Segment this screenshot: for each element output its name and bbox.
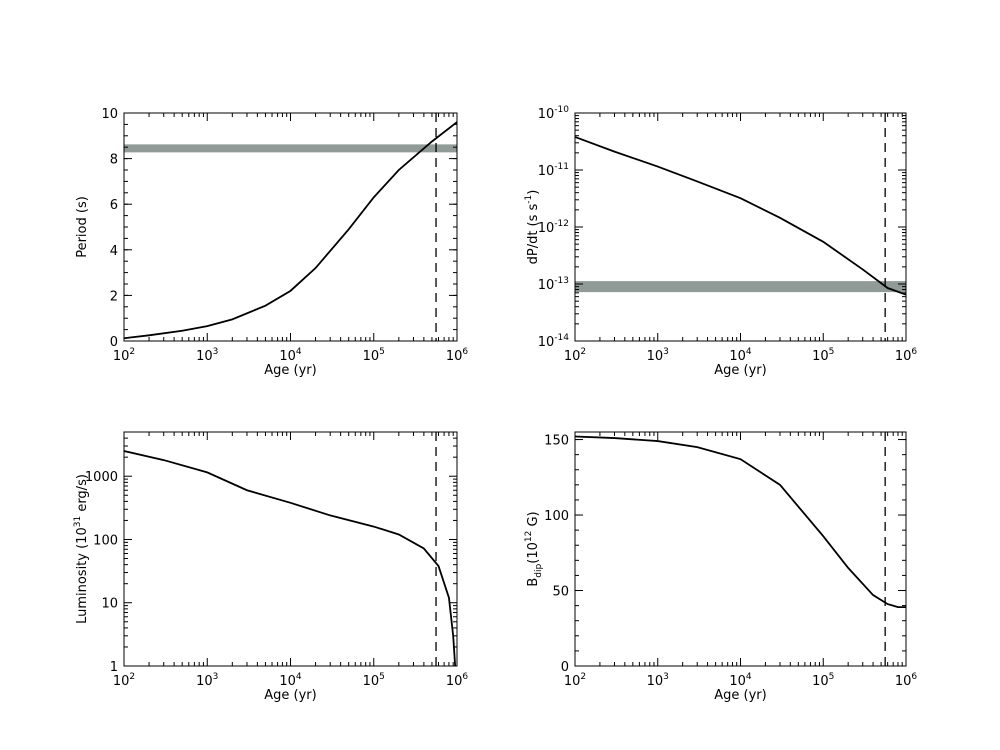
y-axis-title: dP/dt (s s-1) <box>524 190 541 265</box>
y-tick-label: 6 <box>110 198 118 213</box>
y-tick-label: 50 <box>552 585 569 600</box>
y-axis-title: Period (s) <box>75 196 90 258</box>
y-tick-label: 150 <box>544 434 569 449</box>
chart-panel-0: 102 103 104 105 106 0 2 4 6 8 10 Age (yr) Period (s) <box>75 107 468 378</box>
x-tick-label: 106 <box>446 672 469 689</box>
y-tick-label: 0 <box>561 660 569 675</box>
y-tick-label: 100 <box>544 509 569 524</box>
x-tick-label: 104 <box>279 347 302 364</box>
x-tick-label: 104 <box>729 672 752 689</box>
x-tick-label: 105 <box>812 672 834 689</box>
x-tick-label: 105 <box>812 347 834 364</box>
series-line-0 <box>575 435 906 609</box>
x-tick-label: 104 <box>279 672 302 689</box>
y-tick-label: 10 <box>101 597 118 612</box>
x-tick-label: 105 <box>363 672 385 689</box>
x-tick-label: 103 <box>196 672 218 689</box>
y-tick-label: 1 <box>110 660 118 675</box>
x-tick-label: 102 <box>564 672 586 689</box>
x-tick-label: 102 <box>564 347 586 364</box>
y-tick-label: 4 <box>110 244 118 259</box>
x-axis-title: Age (yr) <box>714 688 766 703</box>
x-tick-label: 105 <box>363 347 385 364</box>
series-line-0 <box>124 121 457 340</box>
x-tick-label: 102 <box>113 672 135 689</box>
x-axis-title: Age (yr) <box>264 688 316 703</box>
y-tick-label: 0 <box>110 335 118 350</box>
x-axis-title: Age (yr) <box>264 363 316 378</box>
x-tick-label: 103 <box>647 672 669 689</box>
series-line-0 <box>124 450 457 666</box>
y-tick-label: 1000 <box>85 470 118 485</box>
x-tick-label: 106 <box>895 347 918 364</box>
series-line-0 <box>575 136 906 296</box>
y-tick-label: 2 <box>110 289 118 304</box>
y-tick-label: 10-12 <box>538 219 569 236</box>
y-tick-label: 10-11 <box>538 162 569 179</box>
x-tick-label: 104 <box>729 347 752 364</box>
chart-panel-3: 102 103 104 105 106 0 50 100 150 Age (yr) Bdip(101… <box>524 431 918 703</box>
x-tick-label: 103 <box>196 347 218 364</box>
chart-panel-2: 102 103 104 105 106 1 10 100 1000 Age (yr) Luminos… <box>73 431 469 703</box>
y-axis-title: Bdip(1012 G) <box>524 511 544 586</box>
y-tick-label: 10 <box>101 107 118 122</box>
chart-panel-1: 102 103 104 105 106 10-14 10-13 10-12 10-11 10-10… <box>524 105 917 378</box>
x-tick-label: 103 <box>647 347 669 364</box>
y-tick-label: 8 <box>110 153 118 168</box>
y-tick-label: 10-13 <box>538 276 569 293</box>
x-axis-title: Age (yr) <box>714 363 766 378</box>
x-tick-label: 102 <box>113 347 135 364</box>
y-tick-label: 10-14 <box>538 333 570 350</box>
x-tick-label: 106 <box>895 672 918 689</box>
y-tick-label: 100 <box>93 533 118 548</box>
y-tick-label: 10-10 <box>538 105 570 122</box>
y-axis-title: Luminosity (1031 erg/s) <box>73 474 90 624</box>
x-tick-label: 106 <box>446 347 469 364</box>
